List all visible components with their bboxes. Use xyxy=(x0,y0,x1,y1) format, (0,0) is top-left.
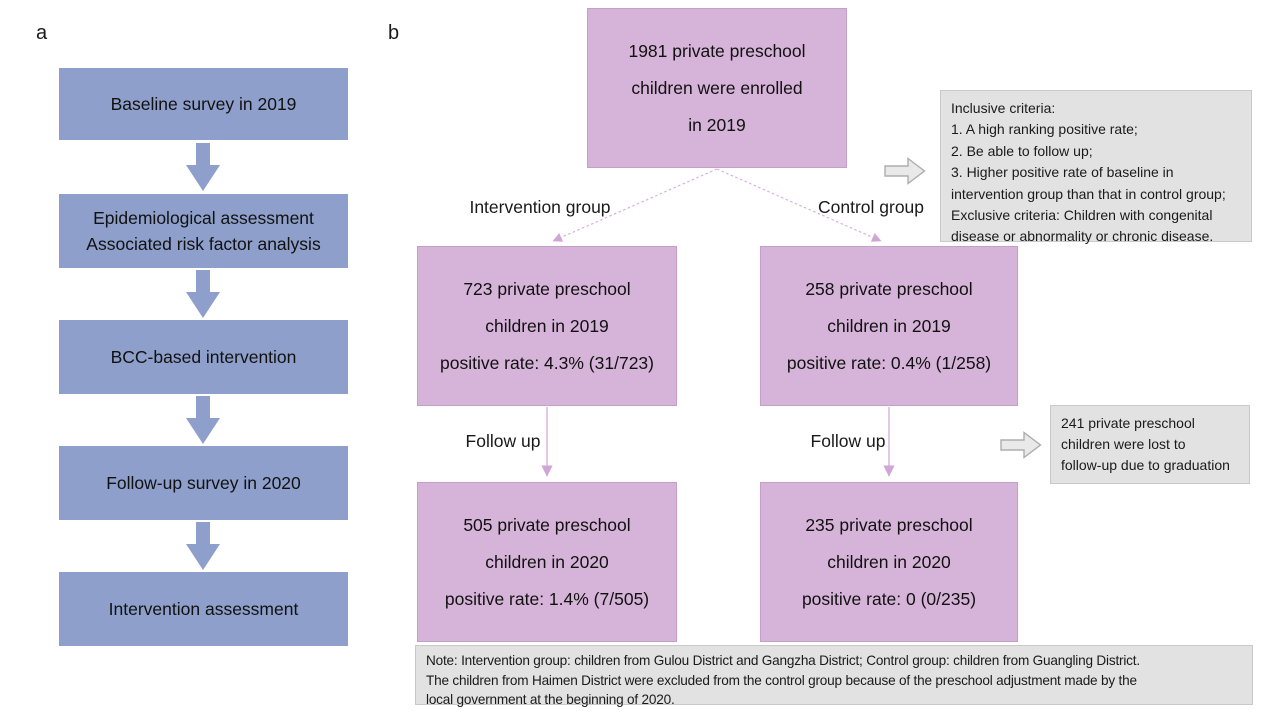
arrow-down-icon xyxy=(186,143,220,191)
intervention-2020-box: 505 private preschool children in 2020 p… xyxy=(417,482,677,642)
panel-a-label: a xyxy=(36,22,48,44)
lost-box-line: 241 private preschool xyxy=(1061,415,1195,431)
panel-b-label: b xyxy=(388,22,400,44)
step-box-epidemiological-assessment: Epidemiological assessment Associated ri… xyxy=(59,194,348,268)
arrow-right-icon xyxy=(884,157,926,185)
enrolled-box-line: in 2019 xyxy=(688,114,746,135)
criteria-line: 2. Be able to follow up; xyxy=(951,142,1093,159)
intervention-2019-line: positive rate: 4.3% (31/723) xyxy=(439,352,654,373)
criteria-line: 1. A high ranking positive rate; xyxy=(951,121,1138,138)
enrolled-box-line: children were enrolled xyxy=(631,77,803,98)
step-box-bcc-intervention: BCC-based intervention xyxy=(59,320,348,394)
note-line: The children from Haimen District were e… xyxy=(426,672,1137,688)
arrow-down-icon xyxy=(186,396,220,444)
note-line: Note: Intervention group: children from … xyxy=(426,653,1140,668)
step-box-text: Follow-up survey in 2020 xyxy=(106,473,301,493)
arrow-down-icon xyxy=(186,270,220,318)
arrow-down-icon xyxy=(186,522,220,570)
intervention-group-label: Intervention group xyxy=(469,197,611,217)
step-box-text: BCC-based intervention xyxy=(110,347,297,367)
control-2020-line: 235 private preschool xyxy=(805,514,973,535)
followup-label-control: Follow up xyxy=(810,431,886,451)
intervention-2020-line: positive rate: 1.4% (7/505) xyxy=(444,588,650,609)
criteria-line: Inclusive criteria: xyxy=(951,100,1056,116)
intervention-2019-line: children in 2019 xyxy=(485,315,609,336)
control-2020-line: children in 2020 xyxy=(827,551,951,572)
control-2019-line: children in 2019 xyxy=(827,315,951,336)
intervention-2019-box: 723 private preschool children in 2019 p… xyxy=(417,246,677,406)
note-box: Note: Intervention group: children from … xyxy=(415,645,1253,707)
control-group-label: Control group xyxy=(817,197,925,217)
criteria-line: Exclusive criteria: Children with congen… xyxy=(951,207,1213,224)
step-box-text: Associated risk factor analysis xyxy=(86,234,321,254)
intervention-2019-line: 723 private preschool xyxy=(463,278,631,299)
intervention-2020-line: children in 2020 xyxy=(485,551,609,572)
control-2019-line: positive rate: 0.4% (1/258) xyxy=(786,352,992,373)
step-box-text: Epidemiological assessment xyxy=(93,208,314,228)
criteria-line: intervention group than that in control … xyxy=(951,185,1226,202)
criteria-line: disease or abnormality or chronic diseas… xyxy=(951,228,1214,245)
step-box-baseline-survey: Baseline survey in 2019 xyxy=(59,68,348,140)
arrow-right-icon xyxy=(1000,431,1042,459)
control-2020-line: positive rate: 0 (0/235) xyxy=(801,588,977,609)
note-line: local government at the beginning of 202… xyxy=(426,692,675,707)
step-box-text: Intervention assessment xyxy=(108,599,299,619)
enrolled-box-line: 1981 private preschool xyxy=(628,40,806,61)
intervention-2020-line: 505 private preschool xyxy=(463,514,631,535)
step-box-text: Baseline survey in 2019 xyxy=(110,94,297,114)
step-box-followup-survey: Follow-up survey in 2020 xyxy=(59,446,348,520)
enrolled-box: 1981 private preschool children were enr… xyxy=(587,8,847,168)
control-2020-box: 235 private preschool children in 2020 p… xyxy=(760,482,1018,642)
control-2019-box: 258 private preschool children in 2019 p… xyxy=(760,246,1018,406)
criteria-box: Inclusive criteria: 1. A high ranking po… xyxy=(940,90,1252,244)
followup-label-intervention: Follow up xyxy=(465,431,541,451)
lost-box-line: follow-up due to graduation xyxy=(1061,457,1230,473)
lost-to-followup-box: 241 private preschool children were lost… xyxy=(1050,405,1250,484)
step-box-intervention-assessment: Intervention assessment xyxy=(59,572,348,646)
control-2019-line: 258 private preschool xyxy=(805,278,973,299)
criteria-line: 3. Higher positive rate of baseline in xyxy=(951,164,1174,181)
lost-box-line: children were lost to xyxy=(1061,436,1186,452)
